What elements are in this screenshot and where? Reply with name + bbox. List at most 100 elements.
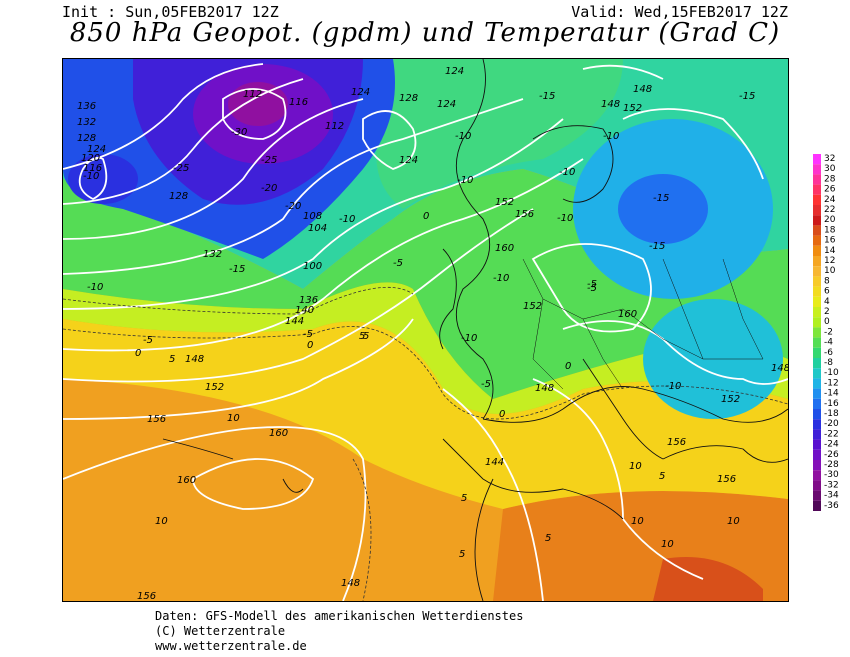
credits-line-data: Daten: GFS-Modell des amerikanischen Wet…: [155, 609, 524, 623]
scale-swatch: [813, 358, 821, 369]
temp-label: -25: [261, 155, 277, 166]
scale-swatch: [813, 205, 821, 216]
temp-label: -10: [559, 167, 575, 178]
temp-label: -10: [493, 273, 509, 284]
scale-label: 6: [824, 287, 830, 297]
scale-label: 0: [824, 317, 830, 327]
scale-label: -8: [824, 358, 833, 368]
scale-label: -30: [824, 470, 839, 480]
temp-label: -30: [231, 127, 247, 138]
scale-swatch: [813, 286, 821, 297]
temp-label: -5: [393, 258, 403, 269]
scale-label: -16: [824, 399, 839, 409]
temperature-labels: -30 -25 -25 -20 -20 -15 -10 -10 -10 -5 -…: [83, 91, 755, 560]
temp-label: 5: [659, 471, 665, 482]
scale-swatch: [813, 460, 821, 471]
temp-label: -10: [339, 214, 355, 225]
scale-svg: 32302826242220181614121086420-2-4-6-8-10…: [813, 154, 839, 511]
height-label: 128: [399, 93, 418, 104]
temp-label: -5: [143, 335, 153, 346]
height-label: 148: [185, 354, 204, 365]
credits-line-url: www.wetterzentrale.de: [155, 639, 307, 653]
chart-title: 850 hPa Geopot. (gpdm) und Temperatur (G…: [69, 18, 781, 48]
temp-label: 5: [461, 493, 467, 504]
temp-label: -5: [587, 279, 597, 290]
scale-label: -10: [824, 368, 839, 378]
height-label: 112: [325, 121, 344, 132]
temp-label: 0: [499, 409, 505, 420]
height-label: 160: [618, 309, 637, 320]
height-label: 104: [308, 223, 327, 234]
scale-swatch: [813, 194, 821, 205]
scale-label: -32: [824, 480, 839, 490]
scale-label: -4: [824, 338, 833, 348]
temp-label: -10: [87, 282, 103, 293]
height-label: 128: [169, 191, 188, 202]
scale-label: -36: [824, 501, 839, 511]
height-label: 132: [203, 249, 222, 260]
scale-swatch: [813, 154, 821, 165]
scale-swatch: [813, 174, 821, 185]
scale-swatch: [813, 276, 821, 287]
scale-label: 24: [824, 195, 836, 205]
temp-label: 5: [169, 354, 175, 365]
height-label: 156: [137, 591, 156, 601]
temp-label: 0: [307, 340, 313, 351]
height-label: 148: [341, 578, 360, 589]
scale-label: -6: [824, 348, 833, 358]
height-label: 152: [205, 382, 224, 393]
scale-label: 14: [824, 246, 836, 256]
scale-swatch: [813, 500, 821, 511]
temp-label: 10: [629, 461, 642, 472]
country-borders: [522, 258, 764, 390]
temp-label: 0: [423, 211, 429, 222]
temp-label: 10: [227, 413, 240, 424]
temp-label: -15: [539, 91, 555, 102]
scale-swatch: [813, 347, 821, 358]
scale-swatch: [813, 419, 821, 430]
height-label: 116: [83, 163, 102, 174]
scale-label: 8: [824, 276, 830, 286]
scale-label: -28: [824, 460, 839, 470]
scale-swatch: [813, 388, 821, 399]
height-label: 160: [495, 243, 514, 254]
temp-label: -10: [603, 131, 619, 142]
height-label: 140: [295, 305, 314, 316]
weather-map: 136 132 128 124 120 116 112 108 104 100 …: [62, 58, 789, 602]
height-label: 156: [717, 474, 736, 485]
height-label: 152: [523, 301, 542, 312]
temp-label: -10: [557, 213, 573, 224]
scale-swatch: [813, 327, 821, 338]
scale-label: 30: [824, 164, 836, 174]
height-label: 156: [667, 437, 686, 448]
scale-label: 4: [824, 297, 830, 307]
scale-swatch: [813, 317, 821, 328]
height-label: 148: [601, 99, 620, 110]
height-label: 132: [77, 117, 96, 128]
scale-swatch: [813, 256, 821, 267]
height-label: 148: [633, 84, 652, 95]
scale-swatch: [813, 470, 821, 481]
scale-swatch: [813, 184, 821, 195]
height-label: 124: [87, 144, 106, 155]
scale-label: 2: [824, 307, 830, 317]
height-label: 100: [303, 261, 322, 272]
scale-label: 22: [824, 205, 835, 215]
isotherms: [63, 286, 788, 601]
scale-label: -22: [824, 429, 839, 439]
valid-time: Valid: Wed,15FEB2017 12Z: [571, 3, 788, 21]
scale-swatch: [813, 378, 821, 389]
scale-label: -2: [824, 327, 833, 337]
scale-label: -26: [824, 450, 839, 460]
height-label: 124: [351, 87, 370, 98]
height-label: 116: [289, 97, 308, 108]
temp-label: -5: [481, 379, 491, 390]
height-label: 152: [495, 197, 514, 208]
height-label: 152: [623, 103, 642, 114]
height-label: 120: [81, 153, 100, 164]
height-label: 144: [485, 457, 504, 468]
scale-swatch: [813, 266, 821, 277]
scale-label: -18: [824, 409, 839, 419]
temp-label: 0: [565, 361, 571, 372]
scale-swatch: [813, 215, 821, 226]
